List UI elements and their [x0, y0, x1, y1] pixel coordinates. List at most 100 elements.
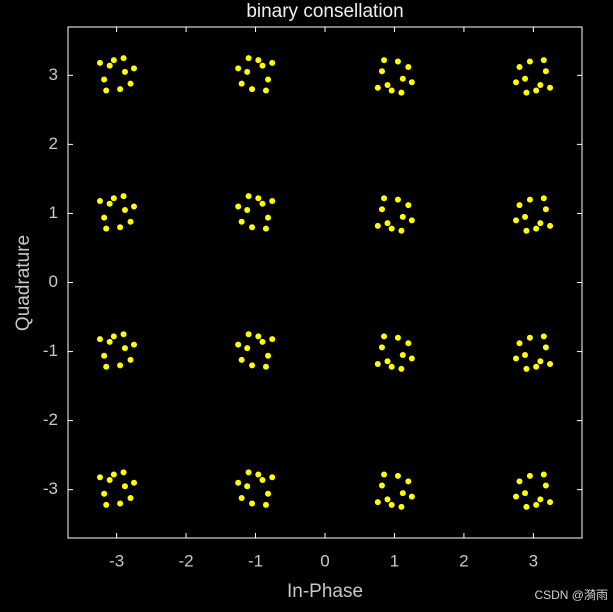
point	[542, 344, 549, 351]
point	[120, 469, 127, 476]
point	[127, 80, 134, 87]
point	[96, 336, 103, 343]
point	[399, 352, 406, 359]
point	[238, 80, 245, 87]
point	[106, 62, 113, 69]
point	[378, 344, 385, 351]
point	[542, 206, 549, 213]
y-tick-label: 2	[49, 134, 58, 153]
x-tick-label: -2	[179, 551, 194, 570]
point	[117, 500, 124, 507]
point	[255, 57, 262, 64]
point	[96, 198, 103, 205]
point	[120, 331, 127, 338]
point	[513, 217, 520, 224]
reference-point	[250, 346, 261, 357]
point	[374, 84, 381, 91]
point	[262, 501, 269, 508]
y-axis-label: Quadrature	[13, 235, 34, 331]
point	[127, 494, 134, 501]
y-tick-label: 1	[49, 203, 58, 222]
point	[537, 496, 544, 503]
point	[522, 490, 529, 497]
chart-title: binary consellation	[246, 1, 403, 22]
point	[374, 360, 381, 367]
point	[244, 345, 251, 352]
point	[101, 76, 108, 83]
x-tick-label: 1	[390, 551, 399, 570]
point	[269, 474, 276, 481]
point	[388, 87, 395, 94]
point	[265, 490, 272, 497]
point	[408, 79, 415, 86]
point	[110, 333, 117, 340]
point	[533, 363, 540, 370]
point	[516, 202, 523, 209]
point	[235, 479, 242, 486]
point	[103, 87, 110, 94]
point	[399, 213, 406, 220]
reference-point	[389, 346, 400, 357]
point	[516, 64, 523, 71]
point	[103, 363, 110, 370]
point	[547, 360, 554, 367]
point	[235, 341, 242, 348]
point	[120, 193, 127, 200]
point	[262, 87, 269, 94]
x-axis-label: In-Phase	[287, 581, 363, 602]
reference-point	[111, 484, 122, 495]
watermark: CSDN @漪雨	[534, 588, 608, 602]
point	[399, 75, 406, 82]
point	[130, 203, 137, 210]
point	[265, 214, 272, 221]
point	[540, 471, 547, 478]
point	[106, 200, 113, 207]
point	[384, 496, 391, 503]
point	[249, 224, 256, 231]
reference-point	[389, 208, 400, 219]
x-tick-label: 0	[320, 551, 329, 570]
point	[394, 472, 401, 479]
reference-point	[528, 70, 539, 81]
point	[398, 503, 405, 510]
point	[235, 65, 242, 72]
point	[103, 225, 110, 232]
point	[394, 334, 401, 341]
point	[235, 203, 242, 210]
point	[381, 471, 388, 478]
point	[244, 483, 251, 490]
point	[245, 469, 252, 476]
point	[106, 338, 113, 345]
point	[399, 490, 406, 497]
point	[245, 193, 252, 200]
point	[513, 79, 520, 86]
point	[405, 64, 412, 71]
point	[547, 222, 554, 229]
point	[526, 58, 533, 65]
point	[117, 86, 124, 93]
y-tick-label: 0	[49, 272, 58, 291]
point	[117, 362, 124, 369]
point	[516, 478, 523, 485]
point	[513, 493, 520, 500]
reference-point	[111, 346, 122, 357]
x-tick-label: -1	[248, 551, 263, 570]
point	[255, 333, 262, 340]
point	[245, 55, 252, 62]
point	[537, 82, 544, 89]
point	[388, 501, 395, 508]
point	[522, 213, 529, 220]
x-tick-label: 2	[459, 551, 468, 570]
point	[405, 202, 412, 209]
point	[540, 57, 547, 64]
point	[405, 340, 412, 347]
point	[110, 57, 117, 64]
point	[381, 195, 388, 202]
point	[110, 471, 117, 478]
point	[381, 57, 388, 64]
point	[96, 474, 103, 481]
point	[378, 206, 385, 213]
point	[537, 358, 544, 365]
